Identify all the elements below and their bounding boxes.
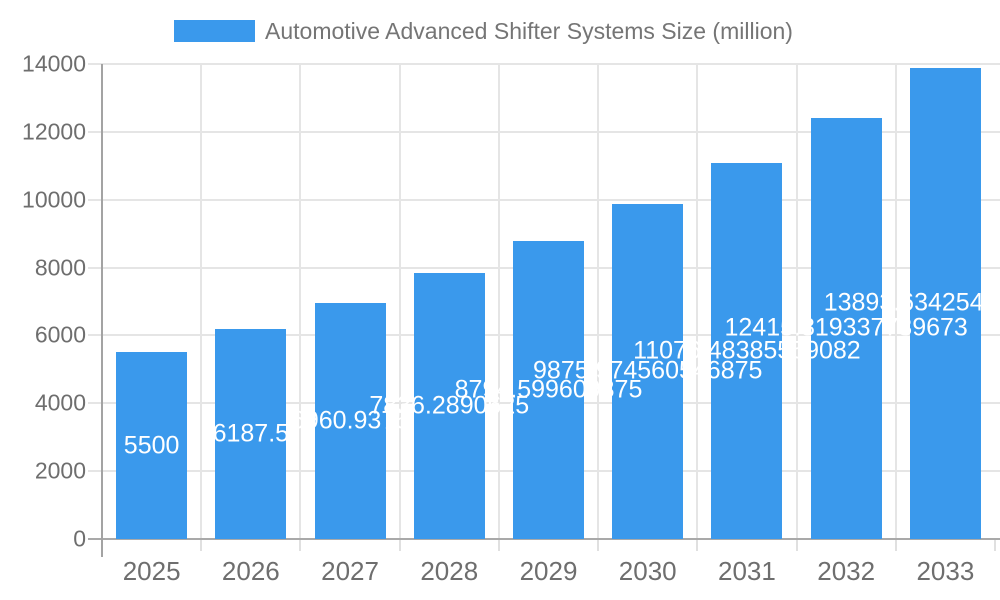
bar-2032[interactable]	[810, 117, 882, 539]
x-tick-label: 2030	[618, 556, 677, 586]
x-tick	[994, 539, 996, 551]
legend-item[interactable]: Automotive Advanced Shifter Systems Size…	[174, 18, 793, 44]
x-tick	[795, 539, 798, 551]
bar-2033[interactable]	[909, 67, 981, 539]
x-tick-label: 2032	[817, 556, 876, 586]
x-tick	[200, 539, 203, 551]
bar-2031[interactable]	[711, 163, 783, 539]
y-gridline	[88, 130, 1000, 133]
y-tick-label: 8000	[34, 254, 86, 281]
x-gridline	[398, 64, 401, 539]
x-tick	[497, 539, 500, 551]
legend-swatch	[174, 20, 255, 42]
y-tick-label: 10000	[22, 186, 86, 213]
x-tick	[398, 539, 401, 551]
x-tick-label: 2028	[420, 556, 479, 586]
x-tick-label: 2025	[122, 556, 181, 586]
y-axis-line	[101, 64, 103, 557]
bar-value-label: 11076.48385559082	[633, 336, 861, 365]
bar-2028[interactable]	[413, 273, 485, 539]
x-tick-label: 2033	[916, 556, 975, 586]
y-tick-label: 0	[73, 525, 86, 552]
bar-2026[interactable]	[215, 329, 287, 539]
bar-value-label: 12415.819337739673	[724, 313, 968, 342]
bar-value-label: 8794.599609375	[454, 375, 643, 404]
bar-value-label: 13893.634254189673	[823, 288, 1000, 317]
y-tick-label: 6000	[34, 321, 86, 348]
x-gridline	[894, 64, 897, 539]
bar-value-label: 7836.2890625	[369, 391, 530, 420]
x-gridline	[795, 64, 798, 539]
x-gridline	[299, 64, 302, 539]
bar-2030[interactable]	[612, 203, 684, 539]
x-gridline	[497, 64, 500, 539]
bar-2029[interactable]	[513, 240, 584, 539]
x-tick-label: 2027	[321, 556, 379, 586]
legend-label: Automotive Advanced Shifter Systems Size…	[265, 18, 793, 44]
x-gridline	[200, 64, 203, 539]
bar-value-label: 5500	[123, 431, 180, 460]
bar-2027[interactable]	[314, 302, 386, 539]
x-tick-label: 2026	[221, 556, 280, 586]
bar-value-label: 9875.974560546875	[533, 356, 763, 385]
bar-value-label: 6960.9375	[290, 406, 410, 435]
y-tick-label: 2000	[34, 457, 86, 484]
x-tick	[299, 539, 302, 551]
x-tick	[597, 539, 600, 551]
x-tick	[894, 539, 897, 551]
x-tick-label: 2029	[519, 556, 578, 586]
x-axis-line	[88, 538, 1000, 540]
y-gridline	[88, 198, 1000, 201]
y-tick-label: 4000	[34, 389, 86, 416]
x-gridline	[597, 64, 600, 539]
y-gridline	[88, 63, 1000, 65]
x-tick	[696, 539, 699, 551]
bar-2025[interactable]	[116, 352, 188, 539]
bar-value-label: 6187.5	[212, 419, 290, 448]
y-tick-label: 12000	[22, 118, 86, 145]
x-gridline	[696, 64, 699, 539]
x-tick-label: 2031	[718, 556, 776, 586]
y-tick-label: 14000	[22, 50, 86, 77]
